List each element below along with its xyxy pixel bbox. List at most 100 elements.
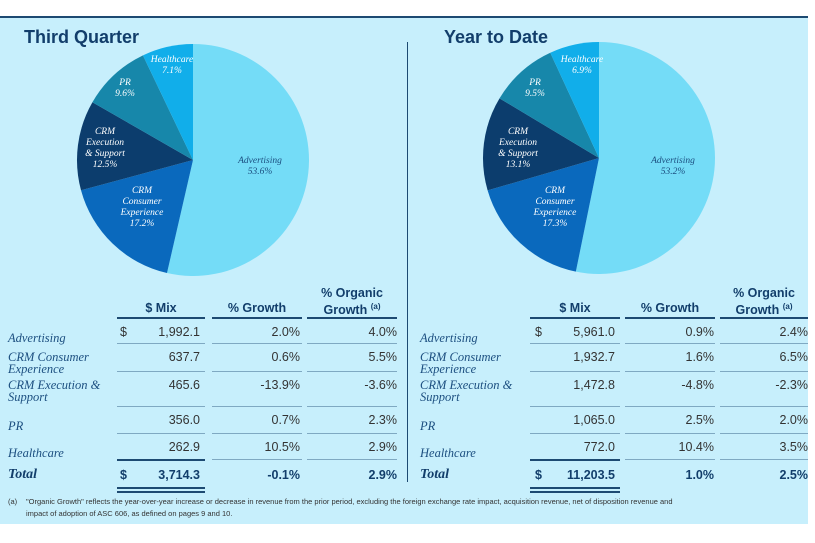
footnote-ref: (a) [782,302,793,311]
q3-organic-value: 5.5% [368,350,398,364]
q3-total-double-rule-top [117,487,205,489]
pie-label-text: PR [529,78,541,88]
q3-mix-value: 262.9 [168,440,200,454]
pie-label-pr: PR 9.6% [115,78,135,100]
pie-label-text: CRM [544,186,566,196]
ytd-row-rule [625,343,715,344]
q3-row-label: CRM Execution & Support [8,378,101,404]
ytd-total-double-rule-bottom [530,491,620,493]
q3-growth-value: 10.5% [264,440,300,454]
pie-label-healthcare: Healthcare 6.9% [561,55,603,77]
pie-slice-healthcare [550,42,599,158]
q3-row-rule [307,371,397,372]
pie-slice-crm-consumer-experience [487,158,599,272]
q3-row-rule [117,406,205,407]
pie-label-text: CRM [94,127,116,137]
pie-slice-crm-consumer-experience [81,160,193,274]
q3-row-rule [117,459,205,461]
pie-label-crm-execution-support: CRM Execution & Support 13.1% [498,127,538,171]
ytd-row-rule [625,433,715,434]
ytd-growth-value: 1.6% [685,350,715,364]
q3-row-rule [307,433,397,434]
q3-row-label: CRM Consumer Experience [8,351,89,376]
q3-row-rule [212,433,302,434]
q3-row-rule [212,343,302,344]
q3-organic-value: 4.0% [368,325,398,339]
ytd-row-rule [530,406,620,407]
q3-row-rule [117,343,205,344]
q3-growth-value: 0.7% [271,413,301,427]
q3-row-rule [212,371,302,372]
pie-label-percent: 7.1% [162,66,182,76]
ytd-header-growth: % Growth [640,301,700,315]
q3-growth-value: -13.9% [260,378,300,392]
pie-slice-crm-execution-support [483,98,599,191]
ytd-dollar-sign: $ [535,325,542,339]
header-organic-line2: Growth (a) [307,300,397,317]
section-divider [407,42,408,482]
row-label-line: CRM Execution & [8,378,101,392]
pie-label-percent: 9.5% [525,89,545,99]
q3-total-double-rule-bottom [117,491,205,493]
pie-label-text: Healthcare [150,55,194,65]
q3-total-dollar-sign: $ [120,468,127,482]
ytd-growth-value: 0.9% [685,325,715,339]
pie-slice-pr [92,55,193,160]
q3-total-organic: 2.9% [368,468,398,482]
row-label-line: PR [420,419,436,433]
ytd-row-rule [625,371,715,372]
pie-label-advertising: Advertising 53.6% [238,156,282,178]
ytd-growth-value: -4.8% [681,378,714,392]
pie-label-text: & Support [85,149,125,159]
footnote-line-1: "Organic Growth" reflects the year-over-… [26,497,673,506]
pie-label-healthcare: Healthcare 7.1% [151,55,193,77]
q3-header-rule [307,317,397,319]
q3-header-mix: $ Mix [145,301,177,315]
q3-organic-value: -3.6% [364,378,397,392]
q3-row-rule [307,343,397,344]
pie-label-percent: 13.1% [505,160,531,170]
header-organic-text: Growth [735,303,780,318]
ytd-row-rule [530,343,620,344]
pie-label-text: Advertising [651,156,695,166]
pie-label-text: CRM [131,186,153,196]
row-label-line: Advertising [8,331,66,345]
ytd-mix-value: 1,932.7 [573,350,615,364]
row-label-line: Experience [420,362,477,376]
header-organic-line2: Growth (a) [720,300,808,317]
ytd-row-rule [530,433,620,434]
row-label-line: PR [8,419,24,433]
pie-slice-advertising [166,44,309,276]
footnote-mark: (a) [8,497,18,506]
ytd-row-rule [720,433,808,434]
ytd-organic-value: -2.3% [775,378,808,392]
pie-label-percent: 6.9% [572,66,592,76]
q3-organic-value: 2.3% [368,413,398,427]
ytd-growth-value: 10.4% [678,440,714,454]
pie-label-text: Consumer [535,197,575,207]
ytd-total-label: Total [420,467,450,482]
q3-header-growth: % Growth [227,301,287,315]
pie-label-percent: 53.2% [660,167,686,177]
q3-row-label: PR [8,419,24,433]
pie-label-percent: 17.2% [129,219,155,229]
pie-label-crm-consumer-experience: CRM Consumer Experience 17.3% [534,186,577,230]
ytd-row-label: CRM Execution & Support [420,379,512,404]
q3-row-rule [212,406,302,407]
ytd-row-rule [720,406,808,407]
q3-mix-value: 356.0 [168,413,200,427]
ytd-total-mix: 11,203.5 [567,468,615,482]
pie-label-text: & Support [498,149,538,159]
header-organic-line1: % Organic [733,286,795,300]
footnote: (a) "Organic Growth" reflects the year-ov… [8,496,803,520]
ytd-row-label: Healthcare [420,447,476,460]
pie-label-text: Experience [533,208,577,218]
pie-label-text: Advertising [238,156,282,166]
row-label-line: Advertising [420,331,478,345]
ytd-header-mix: $ Mix [559,301,591,315]
row-label-line: Healthcare [8,446,64,460]
ytd-row-rule [530,371,620,372]
q3-row-label: Advertising [8,331,66,345]
ytd-total-dollar-sign: $ [535,468,542,482]
ytd-row-label: Advertising [420,331,478,345]
